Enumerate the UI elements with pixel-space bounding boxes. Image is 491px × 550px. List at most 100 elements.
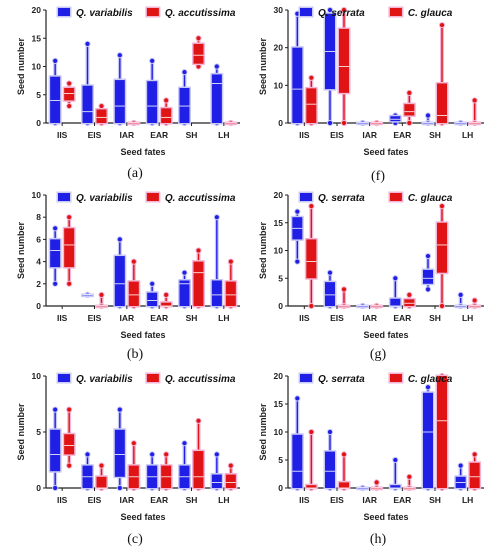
box-body: [225, 281, 236, 306]
whisker-cap-max: [98, 102, 105, 110]
box-mark: [356, 302, 370, 310]
whisker-cap-max: [308, 74, 315, 81]
box-mark: [159, 97, 173, 127]
box-mark: [356, 119, 370, 127]
x-tick-label: IIS: [299, 130, 310, 140]
whisker-cap-max: [149, 280, 156, 287]
box-mark: [323, 269, 337, 310]
whisker-cap-max: [471, 451, 478, 458]
whisker-cap-min: [340, 119, 348, 127]
box-body: [147, 292, 158, 306]
whisker-cap-min: [308, 302, 315, 310]
x-tick-label: SH: [186, 313, 198, 323]
legend-label: Q. serrata: [318, 374, 365, 385]
legend-label: Q. accutissima: [165, 374, 236, 385]
box-mark: [435, 203, 449, 310]
box-mark: [95, 462, 108, 492]
whisker-cap-min: [294, 258, 301, 265]
box-body: [179, 87, 190, 123]
x-tick-label: EIS: [330, 313, 344, 323]
y-tick-label: 2: [36, 279, 41, 289]
legend-label: Q. serrata: [318, 193, 365, 204]
whisker-cap-max: [84, 451, 91, 458]
whisker-cap-max: [406, 89, 413, 96]
box-body: [64, 87, 75, 101]
legend-swatch: [58, 193, 70, 201]
panel-label: (g): [370, 347, 387, 362]
whisker-cap-max: [213, 451, 220, 458]
box-mark: [113, 236, 127, 310]
x-tick-label: EIS: [330, 495, 344, 505]
box-body: [292, 47, 303, 123]
box-mark: [454, 291, 468, 310]
box-mark: [95, 291, 108, 310]
box-body: [469, 462, 480, 488]
legend-swatch: [146, 8, 159, 16]
chart-panel-c: 0 5 10 Seed number IIS EIS IAR EAR SH LH Seed fate…: [16, 371, 240, 547]
box-mark: [192, 247, 205, 310]
whisker-cap-max: [66, 80, 73, 87]
box-body: [211, 74, 222, 123]
y-tick-label: 0: [36, 483, 41, 493]
legend-label: Q. serrata: [318, 8, 365, 19]
x-tick-label: LH: [218, 130, 229, 140]
whisker-cap-max: [130, 258, 137, 265]
whisker-cap-max: [66, 214, 73, 221]
legend-label: C. glauca: [408, 8, 453, 19]
x-tick-label: IAR: [362, 495, 377, 505]
legend-label: Q. variabilis: [76, 8, 133, 19]
chart-panel-g: 0 5 10 15 20 Seed number IIS EIS IAR EAR SH LH Seed …: [258, 190, 484, 362]
x-axis-label: Seed fates: [120, 512, 165, 522]
whisker-cap-min: [116, 484, 123, 492]
whisker-cap-max: [308, 203, 315, 210]
box-body: [64, 228, 75, 268]
whisker-cap-max: [195, 247, 202, 254]
whisker-cap-max: [181, 69, 188, 76]
box-body: [161, 108, 172, 123]
whisker-cap-max: [149, 451, 156, 458]
box-body: [114, 256, 125, 306]
box-body: [96, 476, 107, 488]
box-mark: [337, 286, 351, 310]
y-tick-label: 20: [32, 5, 42, 15]
whisker-cap-max: [326, 428, 334, 436]
box-body: [193, 43, 204, 64]
legend-swatch: [389, 193, 402, 201]
box-mark: [113, 52, 127, 127]
panel-label: (h): [370, 532, 387, 547]
x-tick-label: SH: [429, 130, 441, 140]
box-body: [50, 429, 61, 472]
whisker-cap-max: [438, 21, 446, 29]
box-mark: [468, 97, 482, 127]
box-mark: [224, 462, 238, 492]
whisker-cap-max: [326, 269, 334, 276]
x-axis-label: Seed fates: [363, 330, 408, 340]
legend-label: Q. variabilis: [76, 374, 133, 385]
box-body: [193, 261, 204, 306]
y-tick-label: 15: [32, 33, 42, 43]
box-mark: [81, 291, 94, 298]
whisker-cap-max: [130, 440, 137, 447]
y-tick-label: 0: [36, 301, 41, 311]
y-tick-label: 0: [36, 118, 41, 128]
box-mark: [127, 258, 141, 310]
y-axis-label: Seed number: [258, 403, 268, 461]
box-mark: [178, 69, 191, 127]
legend-label: C. glauca: [408, 374, 453, 385]
whisker-cap-max: [406, 473, 413, 480]
x-axis-label: Seed fates: [120, 147, 165, 157]
y-tick-label: 10: [274, 427, 284, 437]
box-mark: [145, 451, 159, 492]
box-mark: [127, 119, 141, 127]
box-mark: [48, 406, 62, 492]
legend-swatch: [389, 374, 402, 382]
box-mark: [192, 35, 205, 70]
box-mark: [290, 395, 304, 492]
y-tick-label: 5: [278, 455, 283, 465]
whisker-cap-max: [52, 225, 59, 232]
box-mark: [62, 406, 76, 469]
box-mark: [290, 208, 304, 265]
box-mark: [304, 74, 318, 127]
legend-label: Q. accutissima: [165, 8, 236, 19]
y-tick-label: 10: [32, 62, 42, 72]
